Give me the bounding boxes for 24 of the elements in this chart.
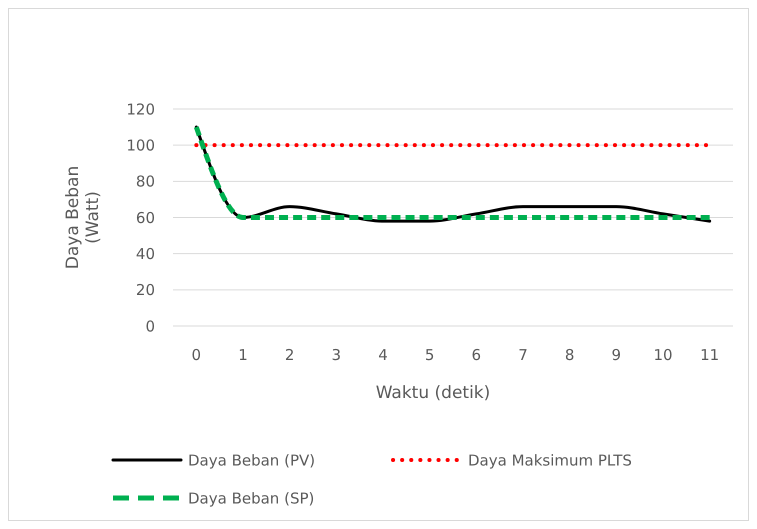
x-tick-label: 10 (653, 346, 673, 364)
y-tick-label: 0 (145, 317, 155, 336)
y-tick-label: 40 (136, 244, 155, 263)
y-tick-label: 20 (136, 281, 155, 300)
legend-label: Daya Beban (SP) (188, 489, 314, 508)
y-tick-label: 100 (126, 136, 155, 154)
x-tick-label: 9 (612, 346, 622, 364)
legend-label: Daya Beban (PV) (188, 451, 316, 470)
y-tick-label: 120 (126, 100, 155, 118)
x-tick-label: 2 (284, 346, 294, 364)
y-axis-title: Daya Beban (Watt) (63, 166, 103, 270)
x-tick-label: 0 (192, 346, 202, 364)
x-tick-label: 6 (472, 346, 482, 364)
x-tick-label: 5 (424, 346, 434, 364)
x-axis-title: Waktu (detik) (376, 383, 490, 403)
x-tick-label: 8 (564, 346, 574, 364)
x-tick-label: 3 (332, 346, 342, 364)
x-tick-label: 11 (700, 346, 720, 364)
legend-label: Daya Maksimum PLTS (468, 451, 632, 470)
y-tick-label: 60 (136, 208, 155, 227)
x-tick-label: 4 (378, 346, 388, 364)
y-tick-label: 80 (136, 172, 155, 191)
x-tick-label: 1 (238, 346, 248, 364)
x-tick-label: 7 (518, 346, 528, 364)
